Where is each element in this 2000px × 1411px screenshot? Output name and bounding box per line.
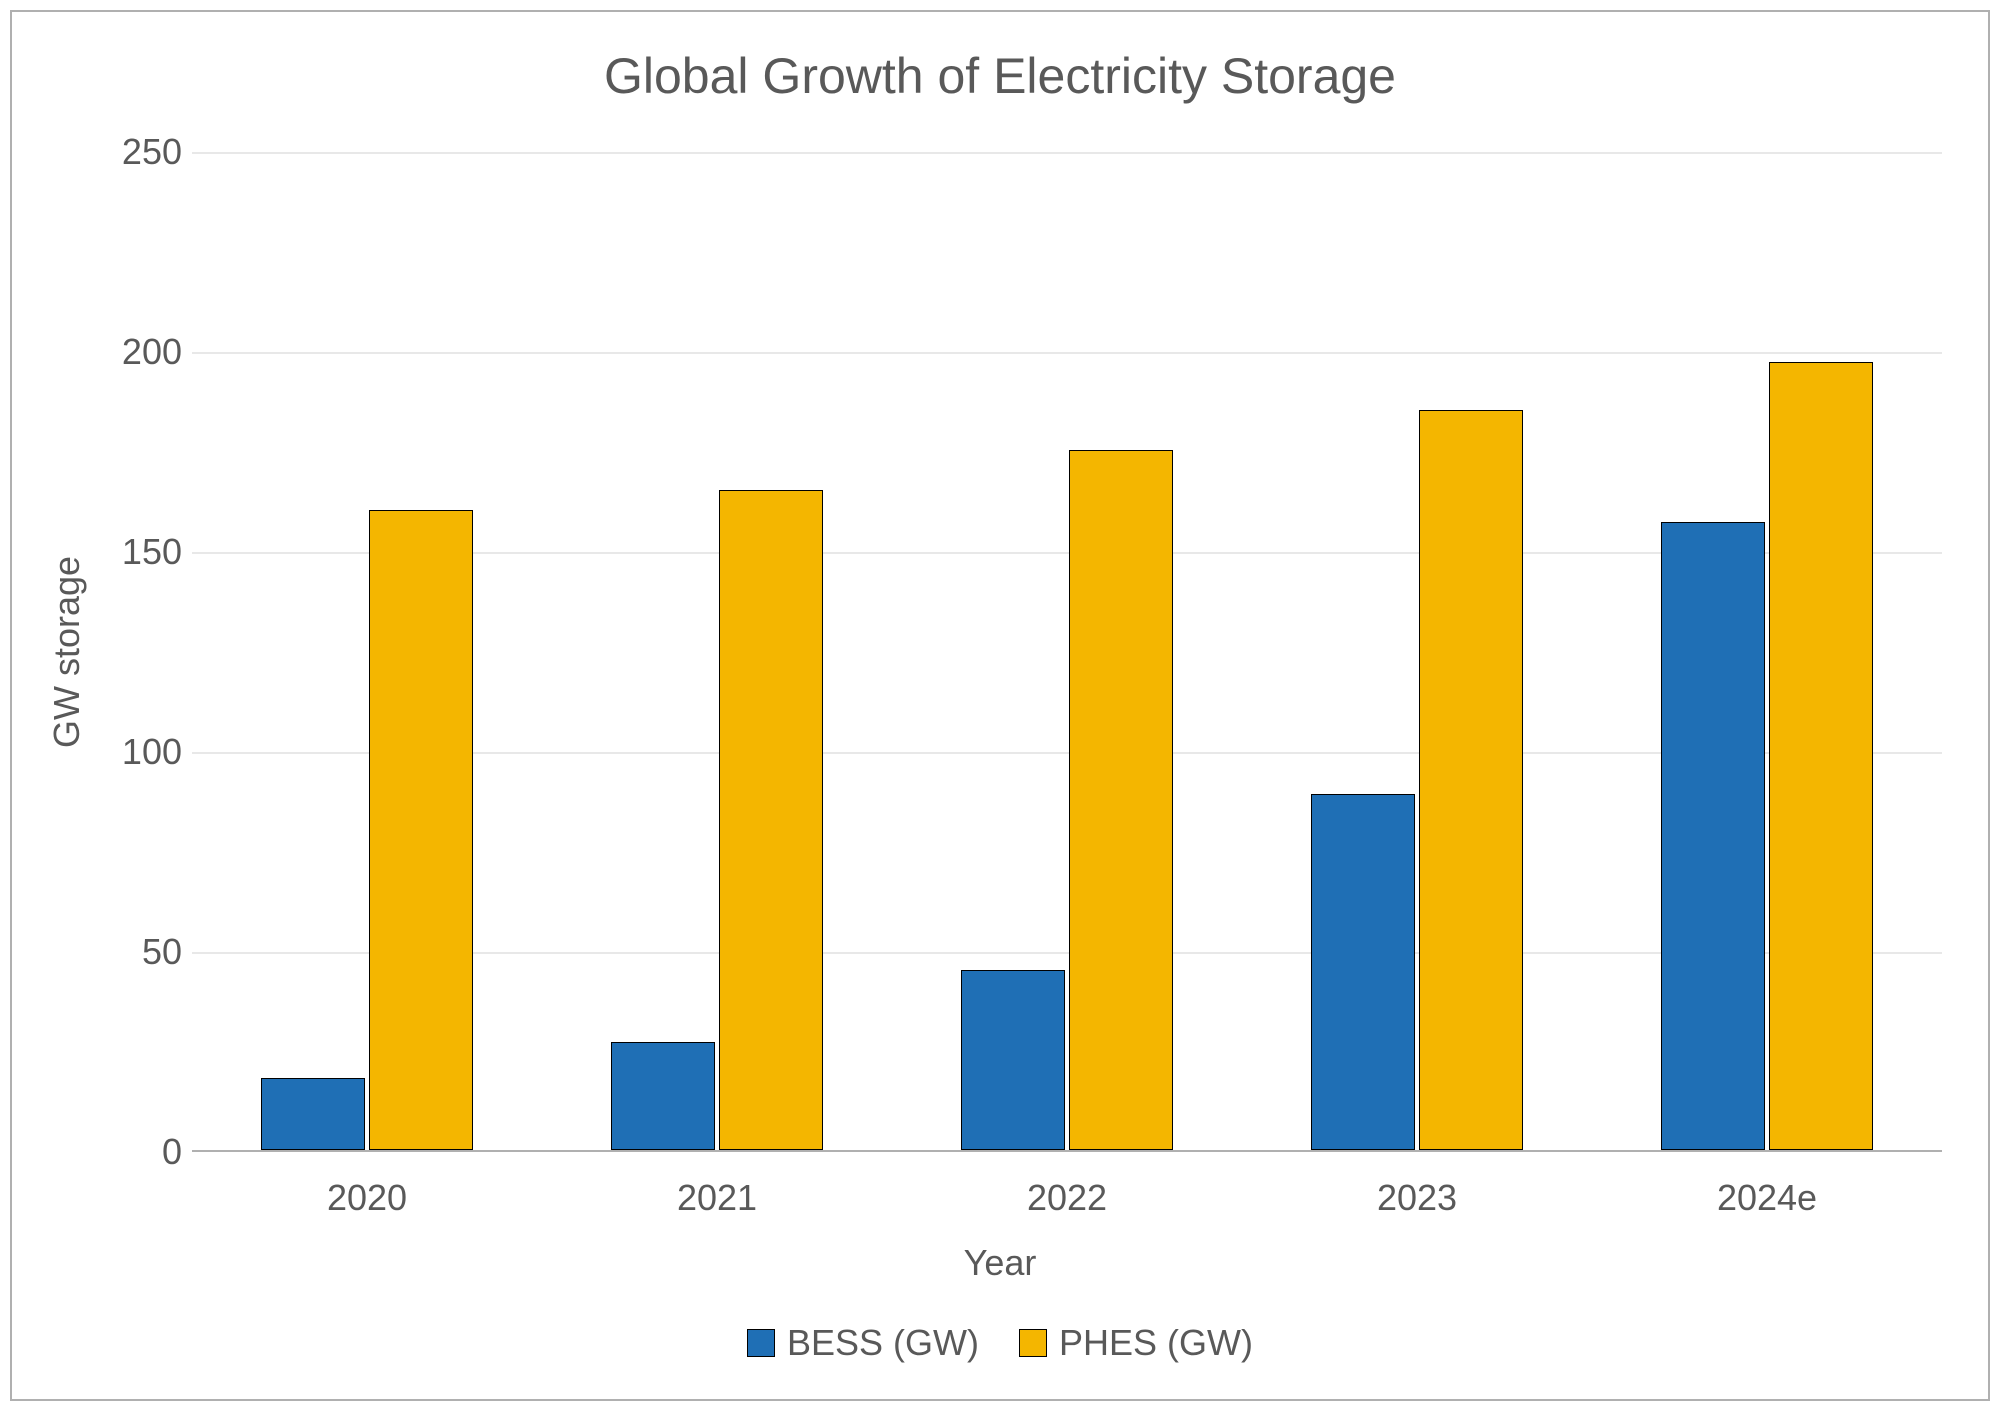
- legend-item: BESS (GW): [747, 1322, 979, 1364]
- y-tick-label: 100: [102, 731, 182, 773]
- bar-phes-gw--2024e: [1769, 362, 1873, 1150]
- x-tick-label: 2021: [677, 1177, 757, 1219]
- y-tick-label: 0: [102, 1131, 182, 1173]
- legend-item: PHES (GW): [1019, 1322, 1253, 1364]
- y-axis-title: GW storage: [46, 556, 88, 748]
- gridline: [192, 352, 1942, 354]
- x-axis-title: Year: [12, 1242, 1988, 1284]
- y-tick-label: 200: [102, 331, 182, 373]
- bar-bess-gw--2023: [1311, 794, 1415, 1150]
- bar-bess-gw--2020: [261, 1078, 365, 1150]
- bar-phes-gw--2020: [369, 510, 473, 1150]
- x-tick-label: 2024e: [1717, 1177, 1817, 1219]
- bar-bess-gw--2021: [611, 1042, 715, 1150]
- x-tick-label: 2023: [1377, 1177, 1457, 1219]
- x-tick-label: 2020: [327, 1177, 407, 1219]
- gridline: [192, 152, 1942, 154]
- plot-area: 050100150200250: [192, 152, 1942, 1152]
- bar-bess-gw--2022: [961, 970, 1065, 1150]
- bar-phes-gw--2022: [1069, 450, 1173, 1150]
- chart-container: Global Growth of Electricity Storage GW …: [10, 10, 1990, 1401]
- y-tick-label: 250: [102, 131, 182, 173]
- legend-swatch: [1019, 1329, 1047, 1357]
- chart-legend: BESS (GW) PHES (GW): [12, 1322, 1988, 1366]
- bar-bess-gw--2024e: [1661, 522, 1765, 1150]
- chart-title: Global Growth of Electricity Storage: [12, 47, 1988, 105]
- legend-label: PHES (GW): [1059, 1322, 1253, 1364]
- legend-swatch: [747, 1329, 775, 1357]
- legend-label: BESS (GW): [787, 1322, 979, 1364]
- y-tick-label: 50: [102, 931, 182, 973]
- bar-phes-gw--2023: [1419, 410, 1523, 1150]
- y-tick-label: 150: [102, 531, 182, 573]
- x-tick-label: 2022: [1027, 1177, 1107, 1219]
- bar-phes-gw--2021: [719, 490, 823, 1150]
